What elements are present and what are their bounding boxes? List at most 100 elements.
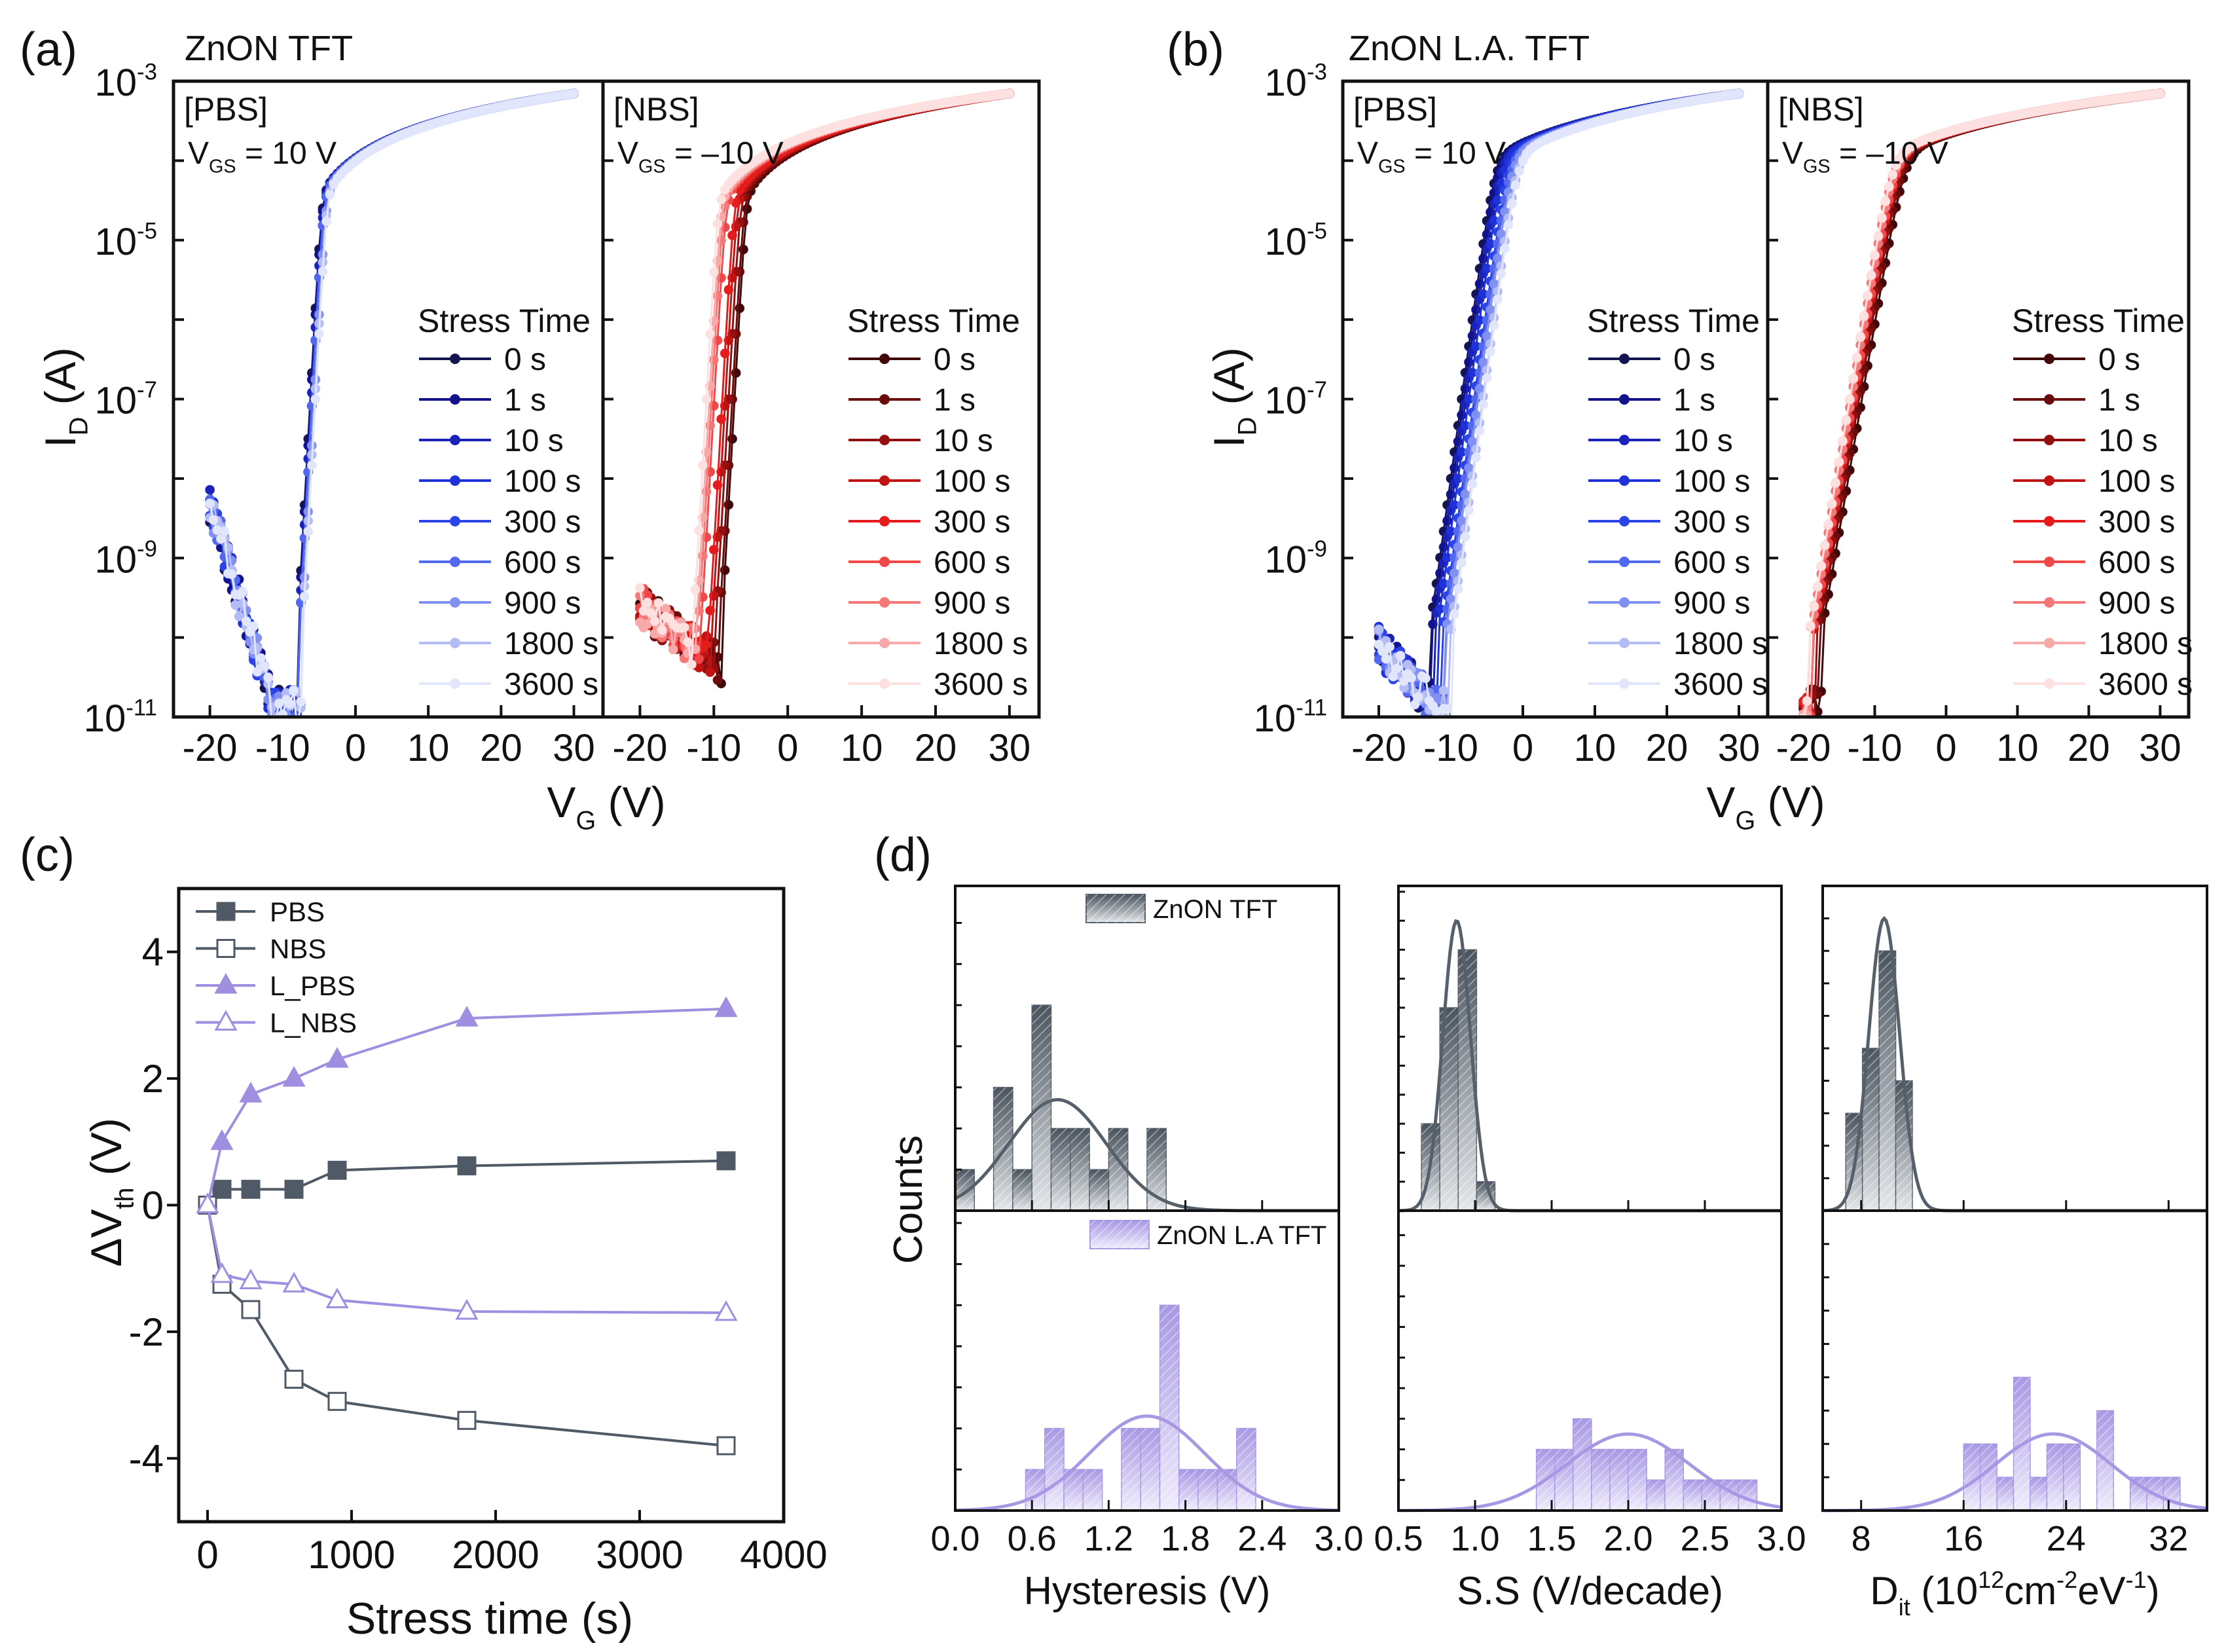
x-tick-label: 20 — [915, 727, 957, 769]
data-point — [318, 266, 328, 276]
x-tick-label: 2.5 — [1680, 1519, 1729, 1558]
data-point — [1496, 268, 1506, 279]
legend-item: 600 s — [1588, 545, 1750, 580]
data-point — [1873, 230, 1884, 241]
data-point — [296, 697, 306, 707]
y-tick-label: 10-9 — [1265, 536, 1327, 581]
legend-item: 10 s — [419, 424, 564, 458]
data-point — [705, 667, 716, 678]
data-point — [723, 285, 734, 295]
data-point — [1493, 294, 1503, 304]
data-point — [690, 584, 701, 595]
data-point — [634, 583, 645, 593]
data-point — [310, 394, 321, 405]
x-tick-label: 30 — [2139, 727, 2181, 769]
legend-label: 10 s — [504, 424, 564, 458]
legend-label: 10 s — [1673, 424, 1733, 458]
data-point — [1855, 331, 1866, 342]
data-point — [327, 1391, 347, 1411]
x-tick-label: 10 — [1996, 727, 2039, 769]
bar-hatch — [1140, 1428, 1160, 1511]
y-axis-label: Counts — [886, 1135, 931, 1264]
panel-label: (a) — [20, 24, 77, 76]
legend-label: 0 s — [934, 342, 976, 377]
legend-item: PBS — [196, 896, 325, 927]
y-axis-label: ID (A) — [36, 347, 93, 447]
data-point — [714, 1300, 738, 1321]
bar-hatch — [1591, 1449, 1610, 1511]
data-point — [205, 485, 215, 495]
data-point — [1805, 621, 1815, 631]
data-point — [1802, 696, 1812, 707]
y-tick-label: 10-3 — [1265, 60, 1327, 104]
legend-marker — [2044, 557, 2054, 567]
legend-label: 900 s — [2098, 586, 2175, 621]
x-tick-label: 0 — [777, 727, 798, 769]
x-tick-label: 1000 — [308, 1533, 395, 1577]
legend-label: 0 s — [504, 342, 546, 377]
data-point — [1834, 456, 1844, 467]
x-tick-label: 30 — [989, 727, 1031, 769]
legend-marker — [214, 972, 238, 994]
legend-marker — [1619, 354, 1630, 364]
legend-item: 10 s — [848, 424, 993, 458]
y-tick-label: 10-5 — [1265, 218, 1327, 263]
data-point — [1421, 673, 1431, 684]
data-point — [1474, 426, 1485, 436]
x-axis-label: Dit (1012cm-2eV-1) — [1870, 1566, 2159, 1621]
legend-marker — [2044, 516, 2054, 526]
panel-c: (c) 4 2 0 -2 -4 0 1000 2000 3000 4000 Stress time (… — [20, 829, 828, 1643]
data-point — [278, 718, 287, 727]
data-point — [1734, 88, 1744, 99]
histogram-1: 0.5 1.0 1.5 2.0 2.5 3.0 S.S (V/decade) — [1374, 885, 1806, 1613]
data-point — [219, 526, 230, 536]
bar-hatch — [1554, 1449, 1573, 1511]
x-tick-label: 20 — [2068, 727, 2110, 769]
data-point — [314, 329, 324, 339]
legend-item: 1 s — [2013, 383, 2140, 418]
legend-item: 3600 s — [848, 667, 1028, 702]
legend-label: 900 s — [1673, 586, 1750, 621]
legend-item: 600 s — [848, 545, 1010, 580]
data-point — [1438, 686, 1449, 696]
x-tick-label: 0 — [196, 1533, 218, 1577]
curves — [1374, 88, 1744, 717]
panel-label: (b) — [1167, 24, 1224, 76]
subplot-nbs: -20 -10 0 10 20 30 [NBS] VGS = –10 V Stress Time… — [601, 79, 1041, 769]
data-point — [288, 686, 299, 696]
data-point — [255, 653, 266, 663]
legend-label: 600 s — [1673, 545, 1750, 580]
legend-item: 3600 s — [2013, 667, 2193, 702]
x-tick-label: -20 — [613, 727, 668, 769]
x-tick-label: 20 — [1646, 727, 1688, 769]
legend-marker — [2044, 394, 2054, 405]
legend-marker — [450, 678, 460, 689]
data-point — [1457, 558, 1467, 568]
data-point — [210, 1262, 234, 1283]
data-point — [1392, 663, 1402, 674]
legend-label: 100 s — [1673, 464, 1750, 499]
legend-marker — [1619, 475, 1630, 486]
data-point — [1395, 650, 1406, 661]
x-tick-label: 2.0 — [1603, 1519, 1652, 1558]
data-point — [1500, 244, 1510, 254]
subplot-bottom — [1822, 1243, 2208, 1513]
stress-condition: VGS = –10 V — [1782, 136, 1948, 177]
data-point — [1880, 196, 1891, 206]
data-point — [238, 587, 248, 597]
legend-marker — [879, 394, 890, 405]
y-tick-label: 10-7 — [1265, 377, 1327, 422]
legend-label: 100 s — [2098, 464, 2175, 499]
data-point — [457, 1410, 477, 1430]
stress-condition: VGS = 10 V — [188, 136, 337, 177]
legend-label: 300 s — [1673, 505, 1750, 540]
subplot-pbs: -20 -10 0 10 20 30 [PBS] VGS = 10 V Stress Time0… — [1341, 79, 1770, 769]
data-point — [259, 661, 270, 672]
data-point — [1004, 88, 1015, 99]
legend-item: 900 s — [2013, 586, 2175, 621]
legend-marker — [1619, 597, 1630, 608]
series-line — [206, 1205, 727, 1447]
bar-hatch — [1089, 1169, 1109, 1211]
bar-hatch — [1628, 1449, 1647, 1511]
